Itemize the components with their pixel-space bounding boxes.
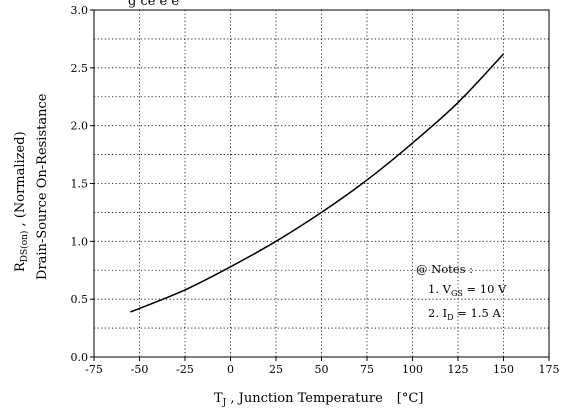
x-tick-label: 100 [402,363,423,376]
x-tick-label: -50 [131,363,149,376]
y-tick-label: 3.0 [71,4,89,17]
x-tick-label: 50 [315,363,329,376]
series-line [130,53,505,313]
x-axis-label: TJ , Junction Temperature [°C] [214,391,423,408]
chart-title-clipped: g ce e e [128,0,179,9]
y-axis-label-line1: RDS(on) , (Normalized) [13,131,30,272]
x-tick-label: 175 [539,363,560,376]
x-tick-label: 0 [227,363,234,376]
y-axis-label-line2: Drain-Source On-Resistance [35,93,50,280]
y-tick-label: 2.0 [71,120,89,133]
note-id: 2. ID = 1.5 A [428,306,501,322]
axis-ticks [90,9,550,361]
note-vgs: 1. VGS = 10 V [428,282,507,298]
x-tick-labels: -75 -50 -25 0 25 50 75 100 125 150 175 [85,363,559,376]
x-tick-label: 75 [360,363,374,376]
notes-header: @ Notes : [416,262,473,276]
x-tick-label: 150 [493,363,514,376]
x-tick-label: 25 [269,363,283,376]
x-tick-label: -25 [176,363,194,376]
x-tick-label: -75 [85,363,103,376]
y-tick-label: 1.0 [71,235,89,248]
y-tick-label: 1.5 [71,178,89,191]
y-tick-label: 0.0 [71,351,89,364]
y-tick-label: 0.5 [71,293,89,306]
notes-box: @ Notes : 1. VGS = 10 V 2. ID = 1.5 A [416,262,507,322]
x-tick-label: 125 [448,363,469,376]
gridlines [94,10,549,357]
y-tick-label: 2.5 [71,62,89,75]
y-tick-labels: 0.0 0.5 1.0 1.5 2.0 2.5 3.0 [71,4,89,364]
